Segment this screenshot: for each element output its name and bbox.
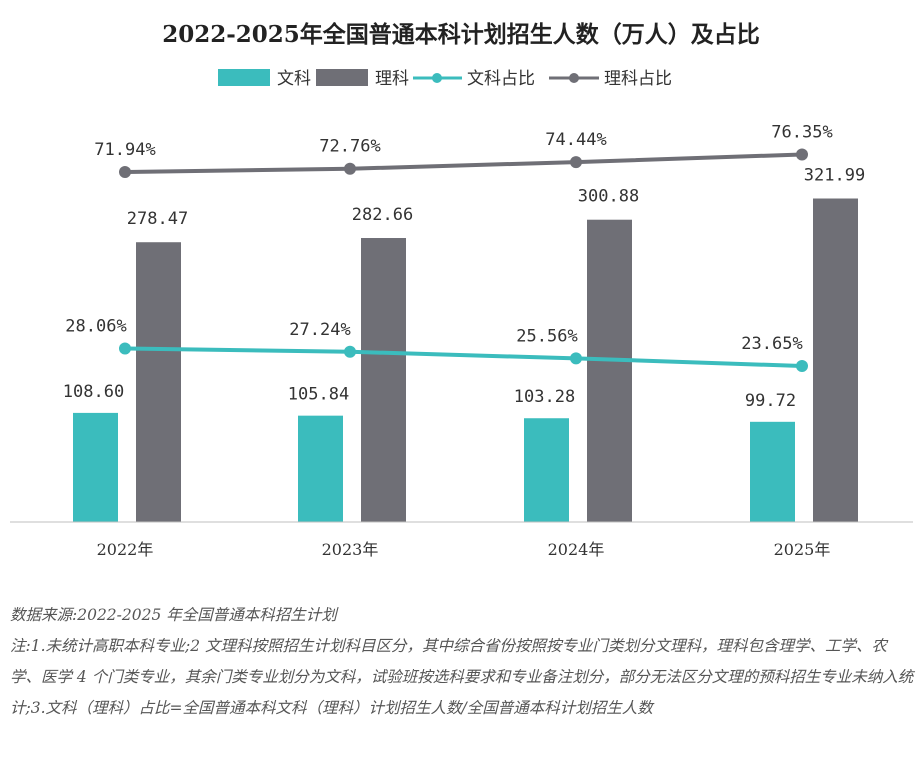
x-tick-label: 2024年 (548, 540, 605, 559)
footnote: 注:1.未统计高职本科专业;2 文理科按照招生计划科目区分，其中综合省份按照按专… (10, 637, 914, 717)
data-label-wenke: 103.28 (514, 387, 575, 407)
wenke-share-data-label: 28.06% (65, 317, 126, 337)
legend-swatch-like (316, 69, 368, 86)
legend-marker-wenke-share (432, 73, 442, 83)
legend-label-wenke-share: 文科占比 (467, 69, 535, 89)
chart-notes: 数据来源:2022-2025 年全国普通本科招生计划 注:1.未统计高职本科专业… (10, 600, 915, 724)
data-label-wenke: 99.72 (745, 391, 796, 411)
bar-wenke (73, 412, 118, 522)
bar-like (813, 198, 858, 522)
bar-wenke (524, 418, 569, 522)
x-tick-label: 2025年 (774, 540, 831, 559)
bar-like (361, 238, 406, 522)
legend-marker-like-share (569, 73, 579, 83)
data-label-like: 278.47 (127, 209, 188, 229)
like-share-data-label: 76.35% (771, 123, 832, 143)
x-tick-label: 2023年 (322, 540, 379, 559)
chart: 2022-2025年全国普通本科计划招生人数（万人）及占比文科 理科 文科占比 理科占… (10, 21, 913, 559)
bar-like (587, 219, 632, 523)
bar-wenke (750, 421, 795, 522)
legend-label-like-share: 理科占比 (604, 69, 672, 89)
data-source-note: 数据来源:2022-2025 年全国普通本科招生计划 (10, 606, 337, 624)
like-share-data-label: 71.94% (94, 140, 155, 160)
like-share-point (119, 166, 131, 178)
wenke-share-data-label: 27.24% (289, 320, 350, 340)
wenke-share-data-label: 25.56% (516, 326, 577, 346)
x-tick-label: 2022年 (97, 540, 154, 559)
wenke-share-line (124, 346, 803, 368)
wenke-share-data-label: 23.65% (741, 334, 802, 354)
like-share-line (124, 152, 803, 174)
wenke-share-point (119, 342, 131, 355)
like-share-data-label: 72.76% (319, 137, 380, 157)
bar-like (136, 242, 181, 522)
wenke-share-point (796, 360, 808, 372)
data-label-wenke: 105.84 (288, 385, 349, 405)
like-share-point (570, 156, 582, 169)
legend-label-wenke: 文科 (277, 69, 311, 89)
data-label-wenke: 108.60 (63, 382, 124, 402)
data-label-like: 321.99 (804, 166, 865, 186)
like-share-data-label: 74.44% (545, 130, 606, 150)
bar-wenke (298, 415, 343, 522)
wenke-share-point (570, 352, 582, 365)
data-label-like: 300.88 (578, 187, 639, 207)
data-label-like: 282.66 (352, 205, 413, 225)
legend-swatch-wenke (218, 69, 270, 86)
legend-label-like: 理科 (375, 69, 409, 89)
wenke-share-point (344, 345, 356, 358)
like-share-point (344, 162, 356, 175)
chart-title: 2022-2025年全国普通本科计划招生人数（万人）及占比 (162, 21, 760, 48)
like-share-point (796, 148, 808, 161)
